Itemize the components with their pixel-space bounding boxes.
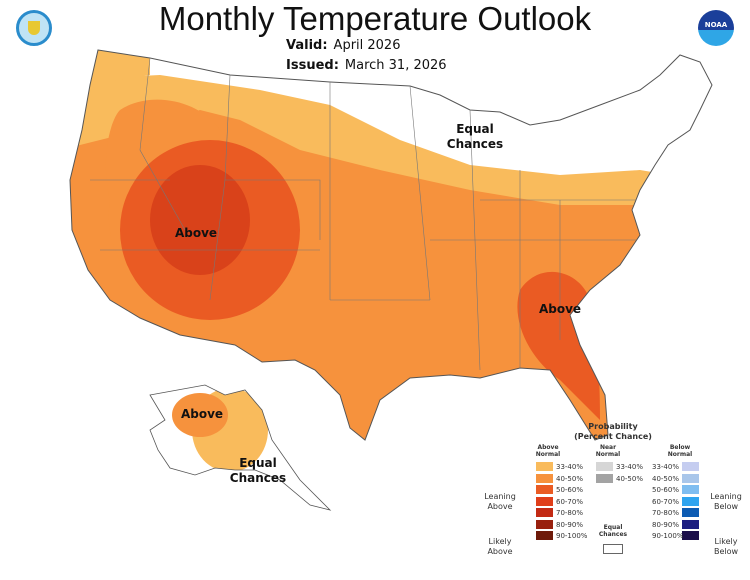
label-equal-chances-northeast: Equal Chances xyxy=(446,122,504,151)
legend-range-near-1: 40-50% xyxy=(616,474,643,483)
valid-label: Valid: xyxy=(286,38,328,53)
legend-swatch-below-3 xyxy=(682,496,699,506)
legend: Probability (Percent Chance) Above Norma… xyxy=(478,422,750,580)
legend-equal-swatch xyxy=(603,544,623,554)
legend-below-header: Below Normal xyxy=(667,444,693,458)
legend-swatch-below-2 xyxy=(682,485,699,494)
state-borders xyxy=(90,57,640,371)
legend-swatch-above-3 xyxy=(536,496,553,506)
legend-range-above-4: 70-80% xyxy=(556,509,583,517)
legend-range-near-0: 33-40% xyxy=(616,463,643,471)
legend-range-above-2: 50-60% xyxy=(556,486,583,494)
legend-range-above-5: 80-90% xyxy=(556,520,583,529)
issued-line: Issued: March 31, 2026 xyxy=(286,58,447,73)
legend-subtitle: (Percent Chance) xyxy=(574,432,652,441)
legend-swatch-above-2 xyxy=(536,485,553,494)
issued-value: March 31, 2026 xyxy=(344,58,447,73)
legend-range-below-3: 60-70% xyxy=(652,497,679,506)
legend-range-below-4: 70-80% xyxy=(652,509,679,517)
legend-near-header: Near Normal xyxy=(595,444,621,458)
noaa-logo: NOAA xyxy=(698,10,734,46)
legend-range-above-1: 40-50% xyxy=(556,474,583,483)
legend-range-below-6: 90-100% xyxy=(652,532,684,540)
valid-line: Valid: April 2026 xyxy=(286,38,400,53)
legend-swatch-below-5 xyxy=(682,519,699,529)
legend-swatch-below-4 xyxy=(682,508,699,517)
label-equal-chances-alaska: Equal Chances xyxy=(229,456,287,485)
legend-swatch-above-0 xyxy=(536,462,553,471)
legend-swatch-above-1 xyxy=(536,473,553,483)
legend-swatch-above-5 xyxy=(536,519,553,529)
region-above-50-60-southeast xyxy=(517,271,600,420)
page-title: Monthly Temperature Outlook xyxy=(158,0,592,37)
alaska-map xyxy=(150,385,330,510)
legend-range-above-6: 90-100% xyxy=(556,532,588,540)
legend-swatch-below-0 xyxy=(682,462,699,471)
label-above-west: Above xyxy=(174,226,218,240)
label-above-alaska: Above xyxy=(180,407,224,421)
legend-range-above-3: 60-70% xyxy=(556,497,583,506)
legend-swatch-below-6 xyxy=(682,531,699,540)
legend-range-below-5: 80-90% xyxy=(652,520,679,529)
legend-leaning-below: Leaning Below xyxy=(710,492,742,511)
legend-above-header: Above Normal xyxy=(535,444,561,458)
legend-likely-below: Likely Below xyxy=(713,537,739,556)
legend-range-below-1: 40-50% xyxy=(652,474,679,483)
legend-swatch-below-1 xyxy=(682,473,699,483)
issued-label: Issued: xyxy=(286,58,339,73)
legend-range-below-2: 50-60% xyxy=(652,486,679,494)
legend-swatch-near-0 xyxy=(596,462,613,471)
valid-value: April 2026 xyxy=(333,38,401,53)
region-above-40-50-ak xyxy=(172,393,228,437)
region-above-60-70-west xyxy=(150,165,250,275)
legend-range-above-0: 33-40% xyxy=(556,463,583,471)
legend-likely-above: Likely Above xyxy=(487,537,513,556)
legend-swatch-near-1 xyxy=(596,473,613,483)
noaa-logo-text: NOAA xyxy=(704,21,728,29)
label-above-southeast: Above xyxy=(538,302,582,316)
legend-range-below-0: 33-40% xyxy=(652,463,679,471)
legend-equal-chances: Equal Chances xyxy=(598,524,628,538)
legend-swatch-above-6 xyxy=(536,531,553,540)
legend-leaning-above: Leaning Above xyxy=(484,492,516,511)
commerce-seal-icon xyxy=(16,10,52,46)
legend-title: Probability xyxy=(588,422,638,431)
legend-swatch-above-4 xyxy=(536,508,553,517)
